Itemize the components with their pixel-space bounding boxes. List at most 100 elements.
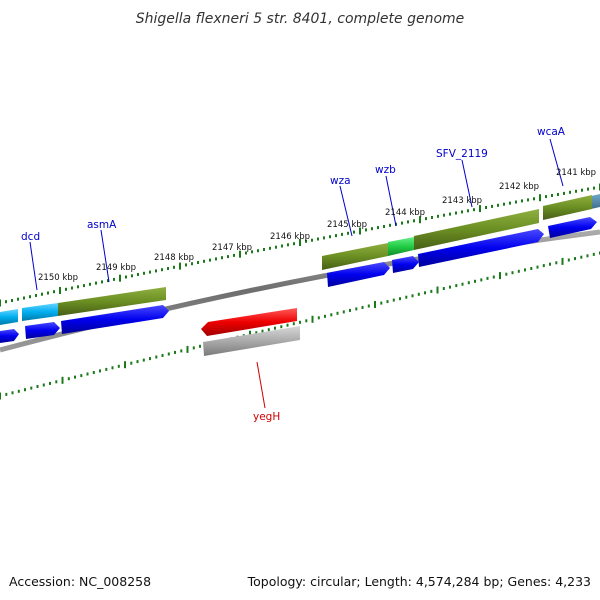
cds-arrow-asmA[interactable] xyxy=(61,305,169,334)
gene-block-asmA[interactable] xyxy=(58,287,166,316)
scale-tick xyxy=(431,216,433,219)
scale-tick xyxy=(180,349,183,353)
cds-arrow-SFV_2119[interactable] xyxy=(418,229,544,267)
scale-tick xyxy=(42,383,45,387)
scale-tick xyxy=(461,282,464,286)
scale-tick xyxy=(419,216,421,224)
scale-tick xyxy=(174,350,176,354)
scale-tick xyxy=(593,186,595,190)
gene-block-SFV_2119[interactable] xyxy=(414,209,539,250)
kbp-2143: 2143 kbp xyxy=(442,196,482,206)
gene-block-yegH[interactable] xyxy=(203,326,300,356)
scale-tick xyxy=(561,257,564,265)
gene-label-dcd[interactable]: dcd xyxy=(21,231,40,243)
scale-tick xyxy=(383,225,385,228)
scale-tick xyxy=(323,236,325,240)
scale-tick xyxy=(83,284,85,288)
scale-tick xyxy=(524,268,526,272)
scale-tick xyxy=(53,290,55,294)
scale-tick xyxy=(401,221,403,225)
scale-tick xyxy=(192,346,195,350)
gene-label-wzb[interactable]: wzb xyxy=(375,164,396,176)
map-title: Shigella flexneri 5 str. 8401, complete … xyxy=(136,11,465,27)
scale-tick xyxy=(249,330,251,338)
scale-tick xyxy=(336,311,339,315)
scale-tick xyxy=(251,250,253,254)
cds-arrow-wza[interactable] xyxy=(327,262,390,287)
scale-tick xyxy=(436,286,439,294)
kbp-2144: 2144 kbp xyxy=(385,208,425,218)
scale-tick xyxy=(199,344,201,348)
scale-tick xyxy=(527,198,529,202)
scale-tick xyxy=(30,386,33,390)
gene-track-forward xyxy=(0,194,600,325)
gene-label-wcaA[interactable]: wcaA xyxy=(537,126,566,138)
scale-tick xyxy=(47,291,49,295)
gene-block-wzb[interactable] xyxy=(388,237,414,256)
scale-tick xyxy=(107,279,109,283)
scale-tick xyxy=(335,234,337,238)
scale-tick xyxy=(407,220,409,224)
cds-arrow-dcd[interactable] xyxy=(25,322,60,339)
scale-tick xyxy=(143,271,145,275)
cds-arrow-left[interactable] xyxy=(0,329,19,343)
scale-tick xyxy=(305,319,308,323)
scale-tick xyxy=(142,358,145,362)
scale-tick xyxy=(136,360,139,364)
leader-wcaA xyxy=(549,138,564,187)
scale-tick xyxy=(530,267,533,270)
scale-tick xyxy=(17,297,19,301)
scale-tick xyxy=(305,239,307,243)
scale-tick xyxy=(233,253,235,257)
gene-label-wza[interactable]: wza xyxy=(330,175,351,187)
gene-block-wcaA-olive[interactable] xyxy=(543,195,592,220)
scale-tick xyxy=(95,281,97,285)
gene-block-wza[interactable] xyxy=(322,243,388,270)
cds-arrow-wcaA[interactable] xyxy=(548,217,597,238)
scale-tick xyxy=(486,276,489,280)
scale-tick xyxy=(417,292,420,296)
scale-tick xyxy=(59,287,61,294)
scale-tick xyxy=(49,381,51,385)
scale-tick xyxy=(542,264,545,268)
scale-tick xyxy=(101,280,103,284)
scale-tick xyxy=(503,202,505,206)
scale-tick xyxy=(377,226,379,230)
cds-arrow-yegH[interactable] xyxy=(201,308,297,336)
gene-label-yegH[interactable]: yegH xyxy=(253,411,280,423)
gene-block-wcaA[interactable] xyxy=(591,194,600,209)
scale-tick xyxy=(474,279,476,283)
scale-tick xyxy=(324,314,326,318)
scale-tick xyxy=(491,204,493,208)
scale-tick xyxy=(74,375,76,379)
scale-tick xyxy=(293,242,295,246)
scale-tick xyxy=(497,203,499,207)
scale-tick xyxy=(509,201,511,205)
scale-tick xyxy=(257,249,259,253)
scale-tick xyxy=(413,219,415,223)
scale-tick xyxy=(267,328,270,332)
gene-label-asmA[interactable]: asmA xyxy=(87,219,117,231)
gene-block-left[interactable] xyxy=(0,309,18,325)
scale-tick xyxy=(329,235,331,239)
scale-tick xyxy=(77,285,79,289)
scale-tick xyxy=(555,261,558,265)
scale-tick xyxy=(239,250,241,258)
scale-tick xyxy=(492,275,495,279)
scale-tick xyxy=(131,274,133,278)
scale-tick xyxy=(24,388,26,392)
scale-tick xyxy=(245,251,247,255)
scale-tick xyxy=(533,197,535,201)
cds-arrow-wzb[interactable] xyxy=(392,256,419,273)
cds-track-reverse xyxy=(201,308,300,356)
gene-label-SFV_2119[interactable]: SFV_2119 xyxy=(436,148,488,160)
leader-yegH xyxy=(256,361,266,409)
scale-tick xyxy=(161,268,163,272)
scale-tick xyxy=(330,313,333,317)
scale-tick xyxy=(341,232,343,236)
scale-tick xyxy=(203,259,205,263)
gene-block-dcd[interactable] xyxy=(22,303,58,321)
scale-tick xyxy=(355,307,358,311)
scale-tick xyxy=(71,286,73,290)
